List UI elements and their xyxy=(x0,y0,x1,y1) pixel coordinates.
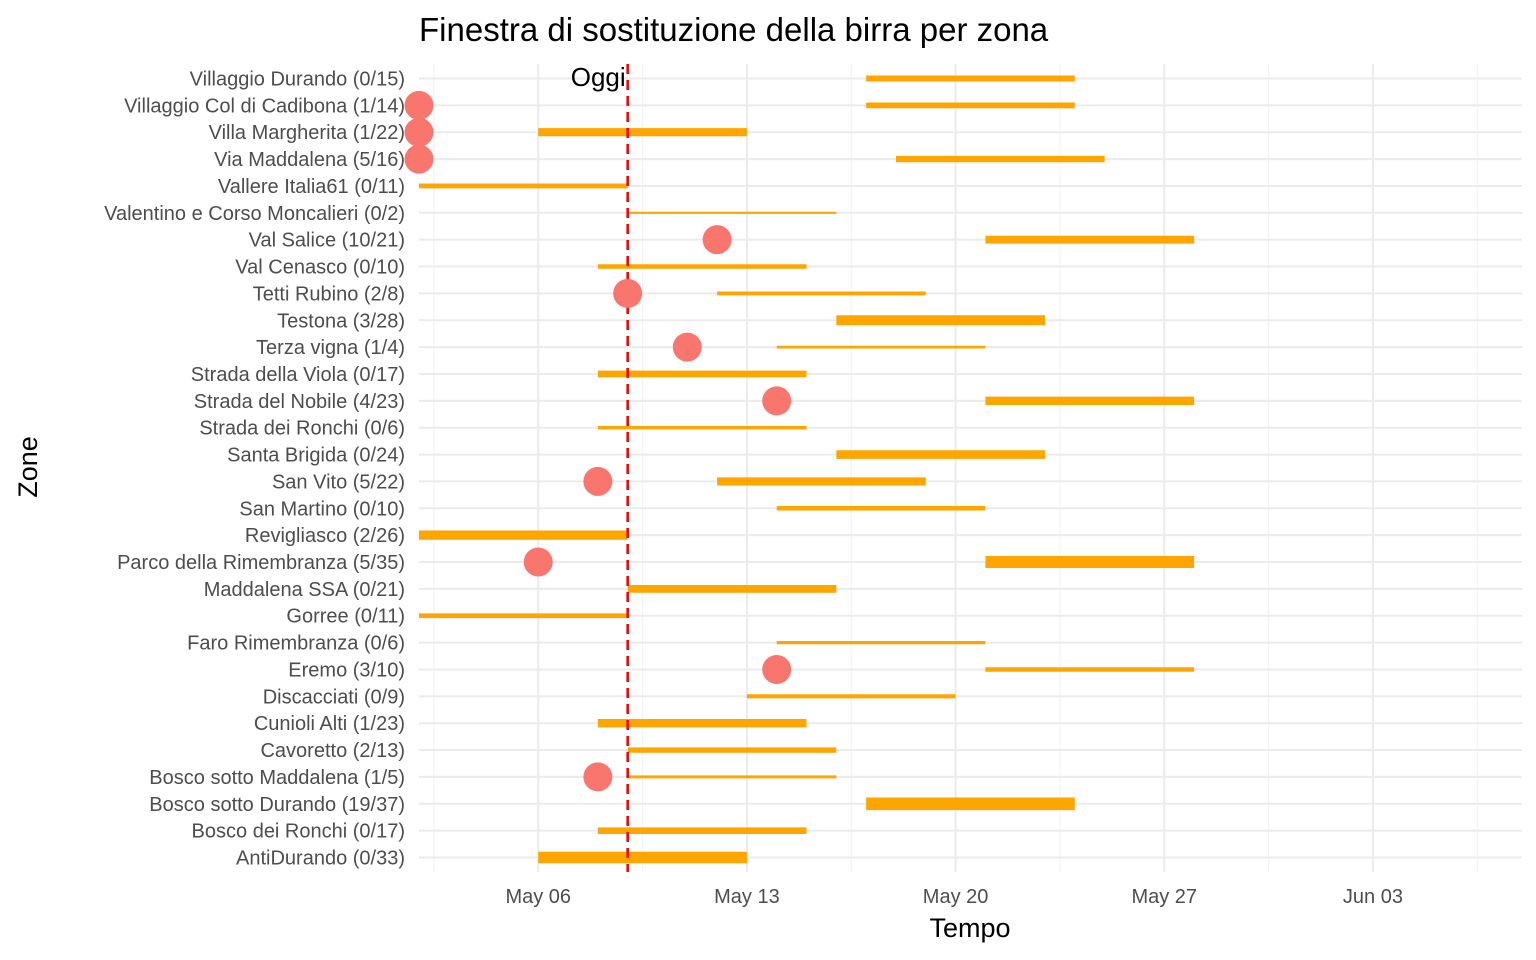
zone-label: AntiDurando (0/33) xyxy=(236,848,405,870)
zone-label: Maddalena SSA (0/21) xyxy=(204,579,405,601)
zone-label: Eremo (3/10) xyxy=(288,659,405,681)
zone-label: San Vito (5/22) xyxy=(272,471,405,493)
replacement-points xyxy=(404,90,792,792)
today-marker: Oggi xyxy=(571,62,629,872)
zone-label: Valentino e Corso Moncalieri (0/2) xyxy=(104,203,405,225)
x-tick-label: May 06 xyxy=(505,886,571,908)
x-tick-label: May 13 xyxy=(714,886,780,908)
replacement-point xyxy=(702,225,732,255)
today-label: Oggi xyxy=(571,62,626,92)
zone-label: Tetti Rubino (2/8) xyxy=(253,283,405,305)
replacement-point xyxy=(523,547,553,577)
zone-label: Bosco sotto Maddalena (1/5) xyxy=(149,767,405,789)
zone-label: San Martino (0/10) xyxy=(239,498,405,520)
zone-label: Cunioli Alti (1/23) xyxy=(254,713,405,735)
replacement-point xyxy=(404,90,434,120)
x-axis-ticks: May 06 May 13 May 20 May 27 Jun 03 xyxy=(505,886,1403,908)
zone-label: Bosco dei Ronchi (0/17) xyxy=(192,821,405,843)
chart-title: Finestra di sostituzione della birra per… xyxy=(419,11,1049,48)
y-axis-title: Zone xyxy=(13,436,43,498)
replacement-point xyxy=(762,654,792,684)
zone-label: Parco della Rimembranza (5/35) xyxy=(117,552,405,574)
zone-label: Vallere Italia61 (0/11) xyxy=(218,176,405,198)
zone-label: Faro Rimembranza (0/6) xyxy=(187,633,405,655)
zone-label: Terza vigna (1/4) xyxy=(256,337,405,359)
replacement-point xyxy=(583,762,613,792)
x-tick-label: Jun 03 xyxy=(1343,886,1403,908)
y-axis-ticks: Villaggio Durando (0/15) Villaggio Col di… xyxy=(104,69,405,870)
zone-label: Via Maddalena (5/16) xyxy=(214,149,405,171)
zone-label: Discacciati (0/9) xyxy=(263,686,405,708)
zone-label: Bosco sotto Durando (19/37) xyxy=(149,794,405,816)
replacement-point xyxy=(672,332,702,362)
replacement-point xyxy=(762,386,792,416)
zone-label: Cavoretto (2/13) xyxy=(260,740,405,762)
zone-label: Villaggio Col di Cadibona (1/14) xyxy=(124,95,405,117)
x-axis-title: Tempo xyxy=(929,913,1010,943)
replacement-point xyxy=(404,117,434,147)
replacement-point xyxy=(613,278,643,308)
zone-label: Revigliasco (2/26) xyxy=(245,525,405,547)
x-tick-label: May 20 xyxy=(923,886,989,908)
zone-label: Villaggio Durando (0/15) xyxy=(190,69,405,91)
zone-label: Val Salice (10/21) xyxy=(249,230,405,252)
zone-label: Strada della Viola (0/17) xyxy=(191,364,405,386)
zone-label: Villa Margherita (1/22) xyxy=(209,122,405,144)
replacement-point xyxy=(404,144,434,174)
zone-label: Strada dei Ronchi (0/6) xyxy=(199,418,405,440)
zone-label: Strada del Nobile (4/23) xyxy=(194,391,405,413)
zone-label: Santa Brigida (0/24) xyxy=(227,445,405,467)
zone-label: Val Cenasco (0/10) xyxy=(235,257,405,279)
zone-label: Gorree (0/11) xyxy=(286,606,405,628)
zone-label: Testona (3/28) xyxy=(277,310,405,332)
replacement-windows xyxy=(419,75,1195,864)
replacement-point xyxy=(583,466,613,496)
x-tick-label: May 27 xyxy=(1131,886,1197,908)
